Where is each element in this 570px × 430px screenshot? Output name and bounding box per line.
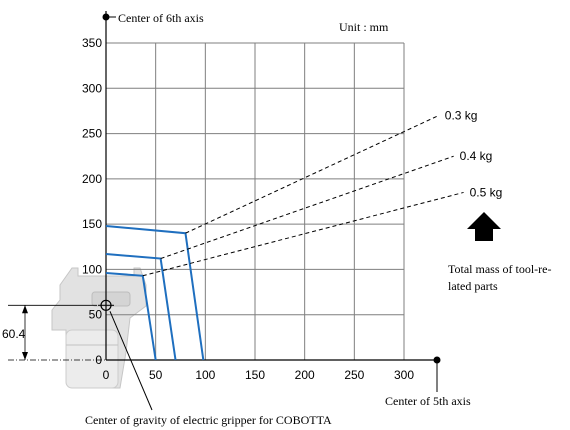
x-tick-label-300: 300 — [394, 368, 414, 382]
y-tick-label-50: 50 — [89, 308, 103, 322]
y-tick-label-200: 200 — [82, 172, 102, 186]
6th-axis-label: Center of 6th axis — [118, 11, 204, 25]
y-tick-label-100: 100 — [82, 262, 102, 276]
unit-label: Unit : mm — [339, 20, 389, 34]
center-of-gravity-marker — [98, 297, 114, 314]
x-tick-label-100: 100 — [195, 368, 215, 382]
extension-line-1 — [160, 155, 454, 260]
series-label-1: 0.4 kg — [460, 149, 493, 163]
gravity-leader-line — [109, 311, 153, 411]
offset-dimension-value: 60.4 — [2, 327, 26, 341]
x-tick-label-250: 250 — [344, 368, 364, 382]
up-arrow-icon — [467, 212, 501, 241]
y-tick-label-350: 350 — [82, 36, 102, 50]
x-tick-label-0: 0 — [103, 368, 110, 382]
gravity-note: Center of gravity of electric gripper fo… — [85, 413, 332, 427]
mass-note-line-1: Total mass of tool-re- — [448, 262, 551, 276]
electric-gripper-illustration — [51, 267, 147, 389]
mass-note-line-2: lated parts — [448, 279, 498, 293]
y-tick-label-150: 150 — [82, 217, 102, 231]
y-tick-label-250: 250 — [82, 127, 102, 141]
offset-dimension — [8, 304, 106, 361]
series-label-0: 0.3 kg — [445, 108, 478, 122]
5th-axis-label: Center of 5th axis — [385, 394, 471, 408]
x-tick-label-200: 200 — [295, 368, 315, 382]
y-tick-label-300: 300 — [82, 81, 102, 95]
grid-lines — [105, 42, 405, 361]
extension-line-0 — [185, 115, 439, 234]
x-tick-label-50: 50 — [149, 368, 163, 382]
extension-line-2 — [142, 191, 464, 277]
x-tick-label-150: 150 — [245, 368, 265, 382]
series-group: 0.3 kg 0.4 kg 0.5 kg — [105, 108, 503, 361]
series-label-2: 0.5 kg — [470, 185, 503, 199]
